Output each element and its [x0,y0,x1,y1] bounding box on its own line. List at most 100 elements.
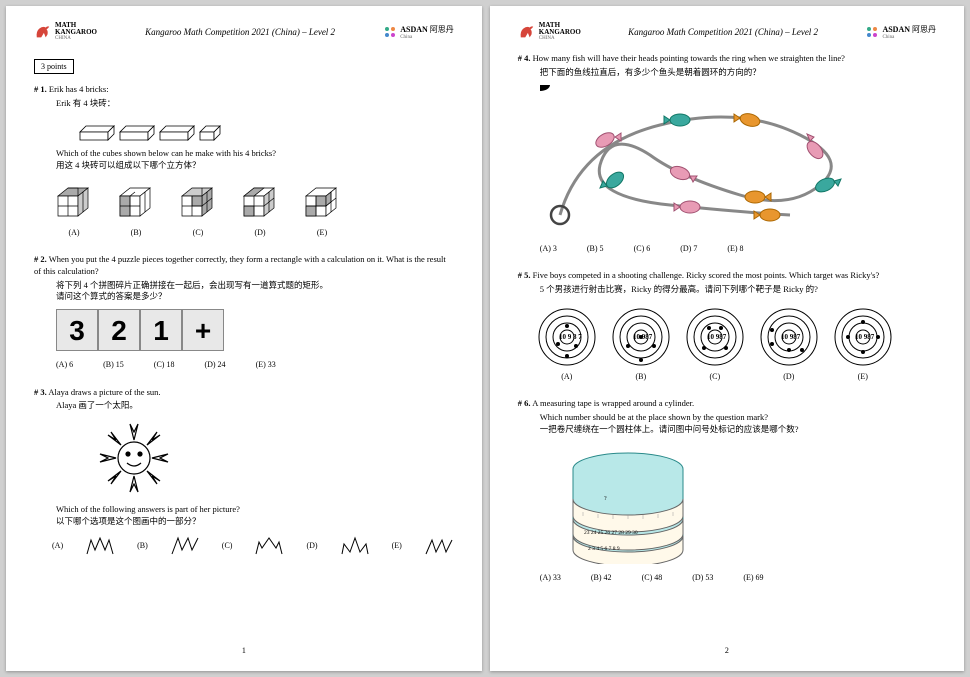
logo-kangaroo: MATH KANGAROO CHINA [518,22,581,41]
tape-bot-numbers: 2 3 4 5 6 7 8 9 [588,546,620,552]
q6-en2: Which number should be at the place show… [540,412,936,424]
ray-icon [340,536,370,556]
q5-opt-c: (C) [684,371,746,382]
q4-opt-c: (C) 6 [634,243,651,254]
question-5: # 5. Five boys competed in a shooting ch… [518,270,936,382]
puzzle-piece-plus: + [182,309,224,351]
q2-opt-d: (D) 24 [204,359,225,370]
q3-num: # 3. [34,387,47,397]
tape-top-numbers: 23 24 25 26 27 28 29 30 [584,530,638,536]
q3-opt-a: (A) [52,540,63,551]
header: MATH KANGAROO CHINA Kangaroo Math Compet… [34,22,454,41]
q6-qmark: ? [604,496,607,502]
q2-cn1: 将下列 4 个拼图碎片正确拼接在一起后，会出现写有一道算式题的矩形。 [56,280,454,292]
ray-icon [254,536,284,556]
q4-opt-a: (A) 3 [540,243,557,254]
q2-opt-b: (B) 15 [103,359,124,370]
q3-opt-e: (E) [392,540,402,551]
svg-text:10 987: 10 987 [707,333,727,341]
q6-answers: (A) 33 (B) 42 (C) 48 (D) 53 (E) 69 [540,572,936,583]
q2-en1: When you put the 4 puzzle pieces togethe… [34,254,446,276]
ray-icon [85,536,115,556]
q3-en2: Which of the following answers is part o… [56,504,454,516]
q3-cn1: Alaya 画了一个太阳。 [56,400,454,412]
q4-opt-e: (E) 8 [727,243,743,254]
q4-answers: (A) 3 (B) 5 (C) 6 (D) 7 (E) 8 [540,243,936,254]
q1-options: (A) (B) (C) (D) (E) [52,180,454,238]
target-icon: 10 987 [832,306,894,368]
q4-en1: How many fish will have their heads poin… [533,53,845,63]
q2-opt-c: (C) 18 [154,359,175,370]
q3-cn2: 以下哪个选项是这个图画中的一部分？ [56,516,454,528]
q2-opt-e: (E) 33 [256,359,276,370]
asdan-label: ASDAN [400,25,428,34]
q1-bricks [78,114,454,144]
q1-cn1: Erik 有 4 块砖： [56,98,454,110]
header-title: Kangaroo Math Competition 2021 (China) –… [628,27,818,37]
question-6: # 6. A measuring tape is wrapped around … [518,398,936,583]
puzzle-piece-1: 1 [140,309,182,351]
q2-answers: (A) 6 (B) 15 (C) 18 (D) 24 (E) 33 [56,359,454,370]
logo-kangaroo: MATH KANGAROO CHINA [34,22,97,41]
asdan-cn: 阿思丹 [430,25,454,34]
q5-targets: 10 9 8 7 (A) 10 987 (B) 10 987 (C) 10 987 (D… [536,306,936,382]
puzzle-piece-2: 2 [98,309,140,351]
target-icon: 10 987 [684,306,746,368]
puzzle-piece-3: 3 [56,309,98,351]
q4-opt-d: (D) 7 [680,243,697,254]
logo-asdan: ASDAN 阿思丹 China [865,24,936,40]
q1-opt-a: (A) [52,227,96,238]
q1-num: # 1. [34,84,47,94]
question-1: # 1. Erik has 4 bricks: Erik 有 4 块砖： Whi… [34,84,454,238]
q5-num: # 5. [518,270,531,280]
q3-options: (A) (B) (C) (D) (E) [52,536,454,556]
asdan-sub: China [400,35,454,40]
q6-opt-d: (D) 53 [692,572,713,583]
q6-en1: A measuring tape is wrapped around a cyl… [532,398,694,408]
page-2: MATH KANGAROO CHINA Kangaroo Math Compet… [490,6,964,671]
q2-num: # 2. [34,254,47,264]
page-number-1: 1 [242,646,246,655]
logo-asdan: ASDAN 阿思丹 China [383,24,454,40]
points-header: 3 points [34,59,74,74]
logo-text-kangaroo: KANGAROO [55,29,97,36]
q6-cn1: 一把卷尺缠绕在一个圆柱体上。请问图中问号处标记的应该是哪个数? [540,424,936,436]
svg-text:10 987: 10 987 [855,333,875,341]
q2-puzzle: 3 2 1 + [56,309,454,351]
ray-icon [424,536,454,556]
target-icon: 10 9 8 7 [536,306,598,368]
q4-num: # 4. [518,53,531,63]
page-1: MATH KANGAROO CHINA Kangaroo Math Compet… [6,6,482,671]
q5-opt-d: (D) [758,371,820,382]
q3-en1: Alaya draws a picture of the sun. [48,387,160,397]
q2-opt-a: (A) 6 [56,359,73,370]
q3-opt-c: (C) [222,540,233,551]
header-title: Kangaroo Math Competition 2021 (China) –… [145,27,335,37]
q5-opt-a: (A) [536,371,598,382]
question-3: # 3. Alaya draws a picture of the sun. A… [34,387,454,557]
q6-opt-e: (E) 69 [743,572,763,583]
q1-en1: Erik has 4 bricks: [49,84,109,94]
header: MATH KANGAROO CHINA Kangaroo Math Compet… [518,22,936,41]
q6-num: # 6. [518,398,531,408]
question-2: # 2. When you put the 4 puzzle pieces to… [34,254,454,371]
q5-cn1: 5 个男孩进行射击比赛，Ricky 的得分最高。请问下列哪个靶子是 Ricky … [540,284,936,296]
q2-cn2: 请问这个算式的答案是多少？ [56,291,454,303]
q1-opt-d: (D) [238,227,282,238]
question-4: # 4. How many fish will have their heads… [518,53,936,254]
target-icon: 10 987 [610,306,672,368]
q1-opt-b: (B) [114,227,158,238]
q3-opt-d: (D) [306,540,317,551]
q1-en2: Which of the cubes shown below can he ma… [56,148,454,160]
q4-cn1: 把下面的鱼线拉直后，有多少个鱼头是朝着圆环的方向的？ [540,67,936,79]
svg-text:10 9 8 7: 10 9 8 7 [559,333,582,341]
q6-opt-b: (B) 42 [591,572,612,583]
svg-text:10 987: 10 987 [781,333,801,341]
q6-opt-c: (C) 48 [642,572,663,583]
q3-opt-b: (B) [137,540,148,551]
ray-icon [170,536,200,556]
q5-en1: Five boys competed in a shooting challen… [533,270,880,280]
q5-opt-b: (B) [610,371,672,382]
q6-opt-a: (A) 33 [540,572,561,583]
logo-text-china: CHINA [55,36,97,41]
